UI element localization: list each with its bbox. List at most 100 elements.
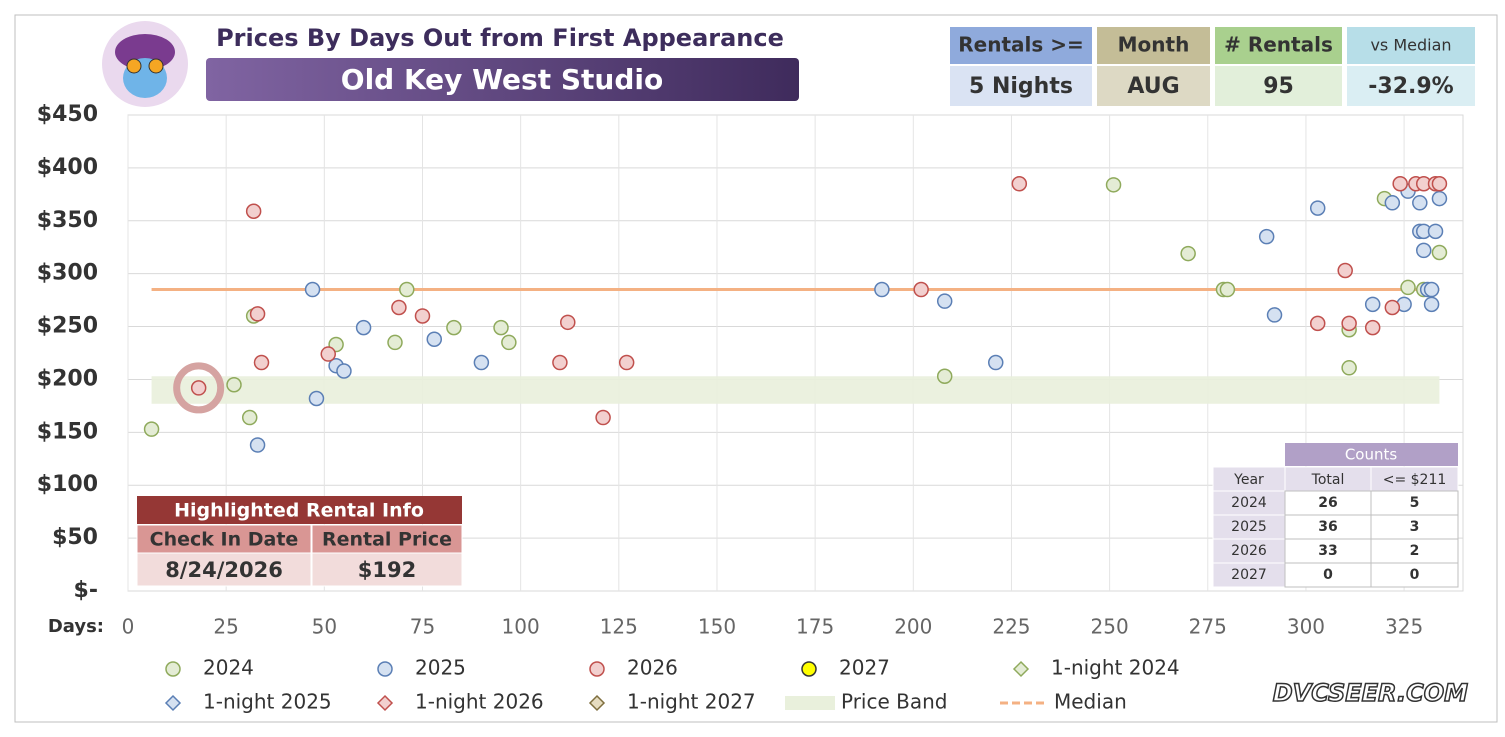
counts-cell bbox=[1370, 490, 1459, 516]
y-tick-label: $400 bbox=[37, 155, 98, 180]
counts-value: 3 bbox=[1410, 519, 1420, 535]
price-band bbox=[151, 376, 1440, 404]
point bbox=[1266, 307, 1283, 323]
point bbox=[1364, 319, 1381, 336]
subtitle-banner bbox=[206, 58, 799, 101]
highlight-value: $192 bbox=[358, 558, 416, 582]
info-label: Rentals >= bbox=[958, 33, 1084, 57]
info-label: # Rentals bbox=[1224, 33, 1333, 57]
point bbox=[589, 661, 605, 677]
point bbox=[245, 203, 262, 220]
x-tick-label: 125 bbox=[600, 615, 638, 639]
watermark: DVCSEER.COM bbox=[1273, 679, 1468, 707]
point bbox=[1341, 315, 1357, 332]
y-tick-label: $- bbox=[74, 578, 98, 603]
info-header-cell bbox=[1097, 27, 1210, 64]
diamond-marker bbox=[588, 694, 606, 712]
highlight-header bbox=[137, 496, 462, 524]
point bbox=[1412, 195, 1428, 211]
point bbox=[446, 319, 462, 336]
counts-value: 0 bbox=[1323, 567, 1333, 583]
counts-cell bbox=[1370, 538, 1459, 564]
point bbox=[1337, 262, 1353, 279]
highlight-col-label: Check In Date bbox=[150, 529, 299, 551]
legend-label: 2026 bbox=[627, 656, 678, 680]
counts-value: 2027 bbox=[1231, 567, 1267, 583]
point bbox=[1309, 200, 1326, 216]
point bbox=[1258, 228, 1275, 245]
x-tick-label: 100 bbox=[502, 615, 540, 639]
counts-col-label: <= $211 bbox=[1383, 472, 1447, 488]
tables: Highlighted Rental Info Check In Date 8/24… bbox=[136, 443, 1459, 588]
x-tick-label: 300 bbox=[1287, 615, 1325, 639]
counts-col-label: Year bbox=[1233, 472, 1264, 488]
diamond-marker bbox=[164, 694, 182, 712]
highlight-col-header bbox=[136, 524, 312, 554]
point bbox=[399, 281, 415, 298]
point bbox=[1431, 176, 1448, 192]
x-tick-label: 75 bbox=[410, 615, 435, 639]
point bbox=[618, 354, 635, 371]
point bbox=[249, 437, 266, 453]
point bbox=[1423, 296, 1440, 313]
x-tick-label: 25 bbox=[213, 615, 238, 639]
y-tick-label: $100 bbox=[37, 472, 98, 497]
point bbox=[473, 354, 490, 371]
highlight-cell bbox=[136, 552, 312, 587]
point bbox=[336, 363, 352, 379]
subtitle: Old Key West Studio bbox=[341, 63, 663, 96]
counts-cell bbox=[1370, 562, 1459, 588]
info-header-cell bbox=[1215, 27, 1342, 64]
counts-cell bbox=[1212, 562, 1286, 588]
counts-value: 33 bbox=[1318, 543, 1337, 559]
point bbox=[165, 661, 181, 677]
x-tick-label: 225 bbox=[992, 615, 1030, 639]
point bbox=[936, 368, 953, 385]
point bbox=[391, 299, 407, 316]
point bbox=[493, 319, 509, 336]
point bbox=[387, 334, 403, 351]
legend-swatch bbox=[785, 696, 835, 710]
info-value: 5 Nights bbox=[969, 74, 1073, 99]
x-tick-label: 150 bbox=[698, 615, 736, 639]
counts-col-label: Total bbox=[1311, 472, 1345, 488]
diamond-marker bbox=[376, 694, 394, 712]
counts-value: 2025 bbox=[1231, 519, 1267, 535]
point bbox=[1415, 242, 1432, 259]
point bbox=[1364, 296, 1381, 313]
y-tick-label: $450 bbox=[37, 102, 98, 127]
counts-value: 36 bbox=[1318, 519, 1337, 535]
x-tick-label: 50 bbox=[312, 615, 337, 639]
highlight-col-header bbox=[311, 524, 463, 554]
point bbox=[1400, 279, 1416, 296]
info-value: AUG bbox=[1127, 74, 1179, 99]
counts-cell bbox=[1370, 514, 1459, 540]
counts-cell bbox=[1212, 538, 1286, 564]
y-tick-label: $200 bbox=[37, 366, 98, 391]
counts-header bbox=[1285, 443, 1458, 466]
point bbox=[143, 421, 160, 437]
logo bbox=[102, 21, 188, 107]
highlight-title: Highlighted Rental Info bbox=[174, 500, 424, 522]
info-header-cell bbox=[950, 27, 1092, 64]
point bbox=[936, 293, 953, 309]
point bbox=[988, 354, 1004, 371]
point bbox=[1384, 299, 1401, 316]
point bbox=[595, 409, 611, 426]
point bbox=[560, 314, 576, 331]
highlight-col-label: Rental Price bbox=[322, 529, 452, 551]
title: Prices By Days Out from First Appearance bbox=[216, 24, 784, 52]
counts-value: 2024 bbox=[1231, 495, 1267, 511]
point bbox=[1219, 281, 1236, 298]
point bbox=[355, 319, 372, 336]
info-value-cell bbox=[1347, 66, 1475, 106]
info-label: vs Median bbox=[1370, 36, 1451, 55]
x-tick-label: 275 bbox=[1189, 615, 1227, 639]
highlight-value: 8/24/2026 bbox=[165, 558, 283, 582]
point bbox=[1423, 281, 1440, 298]
x-tick-label: 200 bbox=[894, 615, 932, 639]
info-value-cell bbox=[950, 66, 1092, 106]
info-value: 95 bbox=[1263, 74, 1294, 99]
y-tick-label: $250 bbox=[37, 314, 98, 339]
y-tick-label: $50 bbox=[52, 525, 98, 550]
